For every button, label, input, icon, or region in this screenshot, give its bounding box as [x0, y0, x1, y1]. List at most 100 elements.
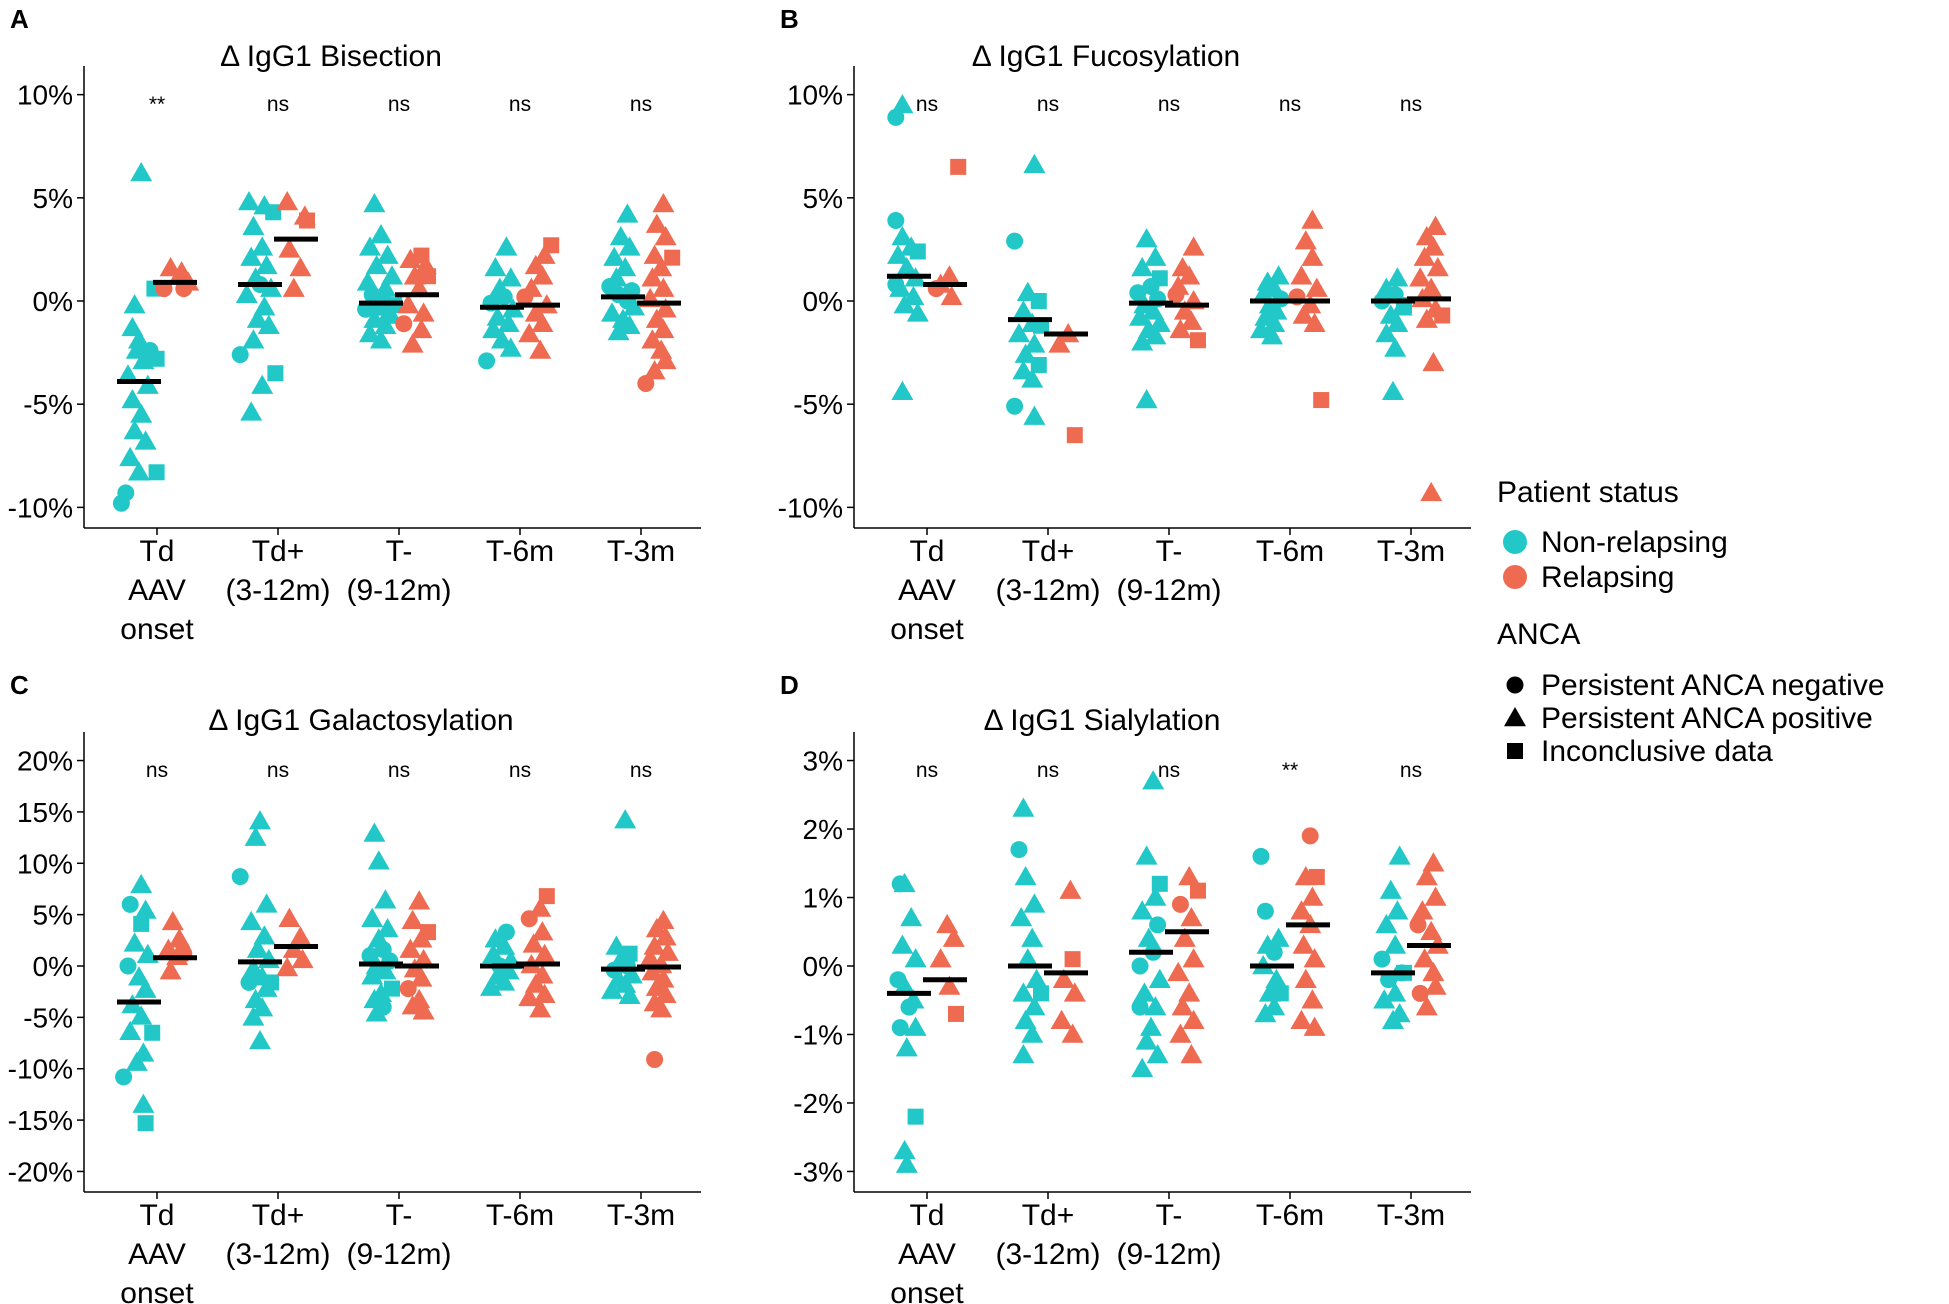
point-relapsing	[1434, 307, 1451, 324]
legend-anca-label: Persistent ANCA negative	[1541, 669, 1885, 702]
x-tick-label: (3-12m)	[225, 574, 330, 607]
point-relapsing	[412, 302, 435, 322]
point-non-relapsing	[893, 1139, 916, 1160]
point-relapsing	[1413, 948, 1436, 968]
point-non-relapsing	[1144, 325, 1167, 345]
group-1: Td AAV onset ns	[887, 759, 967, 1304]
x-tick-label: T-3m	[607, 1199, 675, 1232]
point-relapsing	[399, 938, 422, 958]
point-relapsing	[299, 212, 315, 229]
point-relapsing	[641, 329, 664, 349]
point-non-relapsing	[1250, 318, 1272, 339]
y-tick-label: 10%	[17, 848, 73, 879]
point-non-relapsing	[361, 907, 384, 927]
point-relapsing	[1303, 948, 1326, 968]
point-non-relapsing	[1373, 950, 1391, 968]
significance-label: ns	[1037, 759, 1059, 782]
point-non-relapsing	[267, 365, 284, 382]
point-relapsing	[522, 933, 545, 953]
x-tick-label: AAV	[128, 574, 186, 607]
point-relapsing	[641, 961, 664, 981]
y-tick-label: 5%	[803, 183, 843, 214]
point-non-relapsing	[119, 957, 137, 975]
point-relapsing	[397, 294, 420, 314]
point-relapsing	[645, 213, 668, 233]
point-non-relapsing	[1388, 845, 1411, 865]
y-tick-label: -10%	[778, 492, 843, 523]
point-relapsing	[1050, 1009, 1073, 1030]
point-relapsing	[401, 995, 424, 1015]
x-tick-label: T-6m	[486, 535, 554, 568]
panel-title: Δ IgG1 Bisection	[220, 40, 442, 73]
significance-label: ns	[388, 759, 410, 782]
point-relapsing	[538, 888, 555, 905]
panel-a: A Δ IgG1 Bisection -10% -5% 0% 5% 10% Td AAV onse…	[8, 4, 701, 646]
point-relapsing	[641, 267, 664, 287]
x-tick-label: Td	[139, 1199, 174, 1232]
x-tick-label: Td	[139, 535, 174, 568]
point-relapsing	[1182, 236, 1205, 256]
significance-label: ns	[1158, 93, 1180, 116]
legend-status-swatch	[1503, 565, 1527, 589]
y-tick-label: -5%	[793, 389, 843, 420]
legend-status-title: Patient status	[1497, 476, 1679, 509]
point-non-relapsing	[1137, 927, 1160, 947]
point-relapsing	[1415, 996, 1438, 1016]
point-relapsing	[1182, 948, 1205, 968]
point-non-relapsing	[1379, 879, 1402, 899]
point-relapsing	[1167, 286, 1185, 304]
point-non-relapsing	[119, 1020, 142, 1040]
point-non-relapsing	[255, 254, 278, 275]
point-non-relapsing	[365, 254, 388, 275]
significance-label: **	[1282, 759, 1298, 782]
y-tick-label: 5%	[33, 183, 73, 214]
point-relapsing	[531, 312, 554, 332]
point-non-relapsing	[1384, 337, 1407, 357]
point-non-relapsing	[1146, 1044, 1169, 1064]
point-non-relapsing	[242, 329, 265, 349]
x-tick-label: (9-12m)	[346, 1238, 451, 1271]
panel-c: C Δ IgG1 Galactosylation -20% -15% -10% -5% 0%…	[8, 670, 701, 1304]
y-tick-label: 3%	[803, 746, 843, 777]
group-4: T-6m ns	[1250, 93, 1330, 568]
point-relapsing	[168, 928, 191, 948]
point-non-relapsing	[249, 810, 271, 830]
point-relapsing	[533, 983, 556, 1004]
point-relapsing	[531, 265, 554, 285]
point-relapsing	[1169, 1023, 1192, 1043]
point-non-relapsing	[1135, 228, 1158, 248]
point-non-relapsing	[242, 1006, 265, 1026]
point-non-relapsing	[115, 1068, 133, 1086]
significance-label: ns	[916, 93, 938, 116]
point-non-relapsing	[1386, 267, 1409, 287]
point-relapsing	[1294, 230, 1317, 250]
point-relapsing	[948, 1005, 964, 1022]
point-relapsing	[639, 947, 662, 968]
point-non-relapsing	[231, 346, 249, 364]
point-non-relapsing	[887, 212, 905, 230]
point-non-relapsing	[1265, 943, 1283, 961]
point-non-relapsing	[148, 350, 165, 367]
point-relapsing	[1063, 982, 1086, 1002]
point-non-relapsing	[1010, 841, 1028, 859]
point-relapsing	[1303, 312, 1326, 332]
point-non-relapsing	[240, 973, 258, 991]
point-non-relapsing	[1375, 913, 1398, 934]
point-non-relapsing	[601, 979, 623, 999]
point-relapsing	[529, 897, 552, 917]
point-non-relapsing	[1254, 1002, 1277, 1023]
point-non-relapsing	[1386, 312, 1409, 332]
point-non-relapsing	[1014, 1009, 1037, 1030]
legend-anca-swatch-circle	[1506, 676, 1524, 694]
point-non-relapsing	[1129, 306, 1151, 326]
point-non-relapsing	[130, 162, 153, 182]
y-tick-label: 2%	[803, 814, 843, 845]
point-non-relapsing	[618, 314, 641, 335]
point-non-relapsing	[618, 236, 641, 256]
point-non-relapsing	[367, 850, 390, 870]
group-1: Td AAV onset ns	[115, 759, 197, 1304]
x-tick-label: AAV	[128, 1238, 186, 1271]
x-tick-label: T-6m	[1256, 535, 1324, 568]
y-tick-label: -5%	[23, 389, 73, 420]
x-tick-label: T-6m	[486, 1199, 554, 1232]
